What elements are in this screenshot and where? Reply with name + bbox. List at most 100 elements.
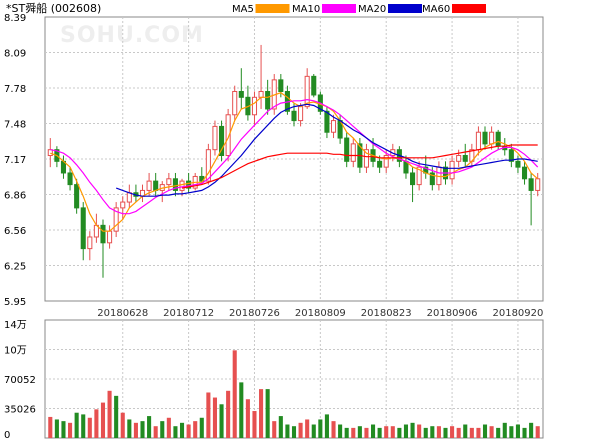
volume-bar (226, 390, 231, 438)
candle (100, 219, 106, 278)
volume-bar (384, 426, 389, 438)
ma-line-ma10 (50, 98, 539, 215)
candle (205, 143, 211, 185)
volume-bar (100, 402, 106, 438)
candle-body (515, 160, 521, 168)
ma-line-ma20 (115, 103, 538, 197)
candle (377, 155, 383, 173)
volume-bar (160, 421, 165, 438)
candle (212, 120, 218, 156)
candle-body (298, 106, 304, 122)
candle-body (100, 224, 106, 244)
candle-body (172, 178, 178, 191)
volume-bar (443, 427, 448, 438)
candle (67, 167, 73, 191)
volume-bar (133, 422, 138, 438)
candle-body (74, 184, 80, 209)
candle (120, 196, 126, 220)
candle-body (521, 166, 528, 180)
candle (80, 202, 86, 261)
candle-body (120, 201, 126, 209)
price-tick-label: 8.09 (4, 49, 26, 60)
candle (225, 108, 231, 162)
volume-bar (331, 421, 336, 438)
volume-bar (489, 426, 494, 438)
legend-label-ma10: MA10 (292, 4, 320, 15)
price-tick-label: 5.95 (4, 297, 26, 308)
price-tick-label: 6.86 (4, 191, 26, 202)
candlestick-series (47, 44, 541, 278)
volume-series (48, 350, 540, 438)
candle-body (232, 90, 238, 116)
volume-bar (502, 422, 507, 438)
candle-body (495, 131, 501, 147)
volume-tick-label: 0 (4, 430, 10, 440)
volume-bar (193, 421, 198, 438)
candle-body (535, 178, 541, 191)
volume-y-axis: 14万 10万 70052 35026 0 (4, 320, 36, 440)
candle (219, 120, 225, 162)
volume-bar (311, 424, 316, 438)
volume-bar (351, 427, 356, 438)
legend-swatch-ma20 (388, 4, 422, 13)
candle (304, 68, 310, 109)
candle-body (205, 149, 211, 182)
volume-bar (245, 399, 250, 438)
price-tick-label: 7.17 (4, 155, 26, 166)
volume-bar (305, 419, 310, 438)
candle-body (489, 131, 495, 145)
candle-body (475, 131, 481, 151)
candle-body (166, 178, 172, 186)
volume-bar (114, 395, 119, 438)
candle (344, 132, 350, 168)
candle (87, 231, 93, 261)
moving-average-lines (50, 92, 539, 232)
candle-body (508, 149, 514, 162)
price-panel: SOHU.COM 8.39 8.09 7.78 7.48 7.17 6.86 6.56 6.2… (4, 13, 544, 319)
candle-body (350, 143, 356, 162)
volume-bar (81, 414, 86, 438)
volume-bar (206, 392, 211, 438)
candle (462, 143, 468, 168)
candle-body (219, 125, 225, 157)
volume-bar (212, 397, 218, 438)
candle (528, 172, 534, 226)
volume-bar (338, 424, 343, 438)
date-tick-label: 20180809 (295, 308, 346, 319)
candle (449, 155, 455, 185)
candle-body (238, 90, 244, 98)
volume-tick-label: 14万 (4, 320, 27, 331)
candle-body (324, 110, 330, 133)
date-tick-label: 20180906 (427, 308, 478, 319)
candle-body (113, 207, 119, 232)
volume-bar (107, 390, 112, 438)
volume-bar (364, 427, 369, 438)
candle (74, 178, 80, 214)
volume-bar (153, 426, 158, 438)
candle-body (482, 131, 488, 145)
candle (232, 85, 238, 121)
candle-body (265, 90, 271, 110)
volume-bar (509, 426, 514, 438)
candle-body (251, 96, 258, 116)
volume-bar (529, 422, 534, 438)
volume-bar (74, 412, 79, 438)
legend-swatch-ma60 (452, 4, 486, 13)
volume-bar (403, 424, 409, 438)
volume-bar (265, 389, 270, 438)
candle-body (212, 125, 218, 151)
candle (311, 74, 317, 98)
ma-line-ma5 (50, 92, 539, 232)
volume-bar (370, 424, 376, 438)
candle-body (363, 149, 369, 168)
volume-bar (463, 424, 468, 438)
candle-body (344, 137, 350, 162)
volume-bar (140, 421, 145, 438)
candle-body (377, 160, 383, 168)
volume-bar (298, 422, 303, 438)
volume-bar (423, 427, 428, 438)
volume-bar (120, 412, 125, 438)
volume-bar (259, 389, 264, 438)
